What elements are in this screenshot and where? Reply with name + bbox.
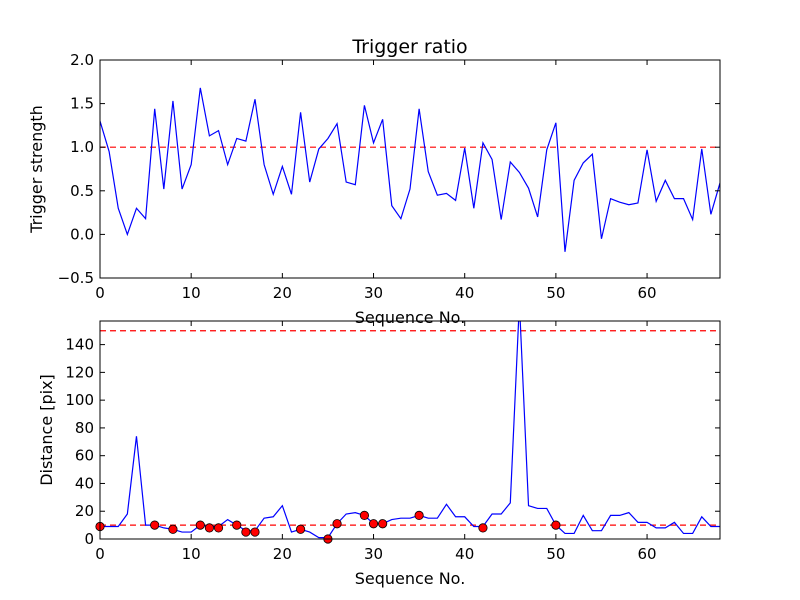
y-tick-label: 40 [75, 474, 94, 492]
y-tick-label: 80 [75, 419, 94, 437]
x-tick-label: 0 [95, 284, 105, 302]
trigger-ratio-chart: Trigger ratio Sequence No. Trigger stren… [27, 36, 721, 327]
plot-frame [99, 59, 721, 279]
y-tick-label: 120 [65, 363, 94, 381]
data-point [150, 520, 160, 530]
data-point [241, 527, 251, 537]
x-tick-label: 60 [638, 284, 657, 302]
data-point [250, 527, 260, 537]
y-tick-label: 1.0 [70, 138, 94, 156]
y-tick-label: 2.0 [70, 51, 94, 69]
distance-chart: Sequence No. Distance [pix] 0 10 20 30 40 50 6… [37, 320, 721, 588]
chart-title: Trigger ratio [351, 36, 467, 58]
data-point [332, 519, 342, 529]
y-tick-label: 100 [65, 391, 94, 409]
x-axis-label: Sequence No. [355, 569, 466, 588]
data-point [213, 523, 224, 533]
x-tick-label: 0 [95, 545, 105, 563]
y-tick-label: 0.5 [70, 182, 94, 200]
data-point [232, 520, 242, 530]
plot-frame [99, 320, 721, 540]
x-tick-label: 10 [182, 545, 201, 563]
x-tick-label: 60 [638, 545, 657, 563]
data-point [168, 524, 178, 534]
x-tick-label: 20 [273, 545, 292, 563]
data-point [359, 510, 370, 520]
y-axis-label: Distance [pix] [37, 374, 56, 486]
y-axis-label: Trigger strength [27, 105, 46, 234]
x-tick-label: 40 [455, 545, 474, 563]
x-tick-label: 10 [182, 284, 201, 302]
y-tick-label: 1.5 [70, 95, 94, 113]
data-point [414, 510, 424, 520]
data-point [378, 519, 388, 529]
y-tick-label: 140 [65, 336, 94, 354]
x-tick-label: 30 [364, 545, 383, 563]
data-point [204, 523, 215, 533]
data-point [295, 524, 306, 534]
data-point [195, 520, 205, 530]
y-tick-label: 60 [75, 447, 94, 465]
y-tick-label: 20 [75, 502, 94, 520]
x-tick-label: 40 [455, 284, 474, 302]
plot-area [100, 87, 720, 252]
x-tick-label: 50 [546, 545, 565, 563]
x-tick-label: 50 [546, 284, 565, 302]
y-tick-label: 0.0 [70, 225, 94, 243]
series-line [100, 87, 720, 252]
x-tick-label: 20 [273, 284, 292, 302]
y-tick-label: −0.5 [58, 269, 94, 287]
x-tick-label: 30 [364, 284, 383, 302]
data-point [368, 519, 379, 529]
x-axis-label: Sequence No. [355, 308, 466, 327]
data-point [478, 523, 488, 533]
data-point [551, 520, 561, 530]
y-tick-label: 0 [84, 530, 94, 548]
